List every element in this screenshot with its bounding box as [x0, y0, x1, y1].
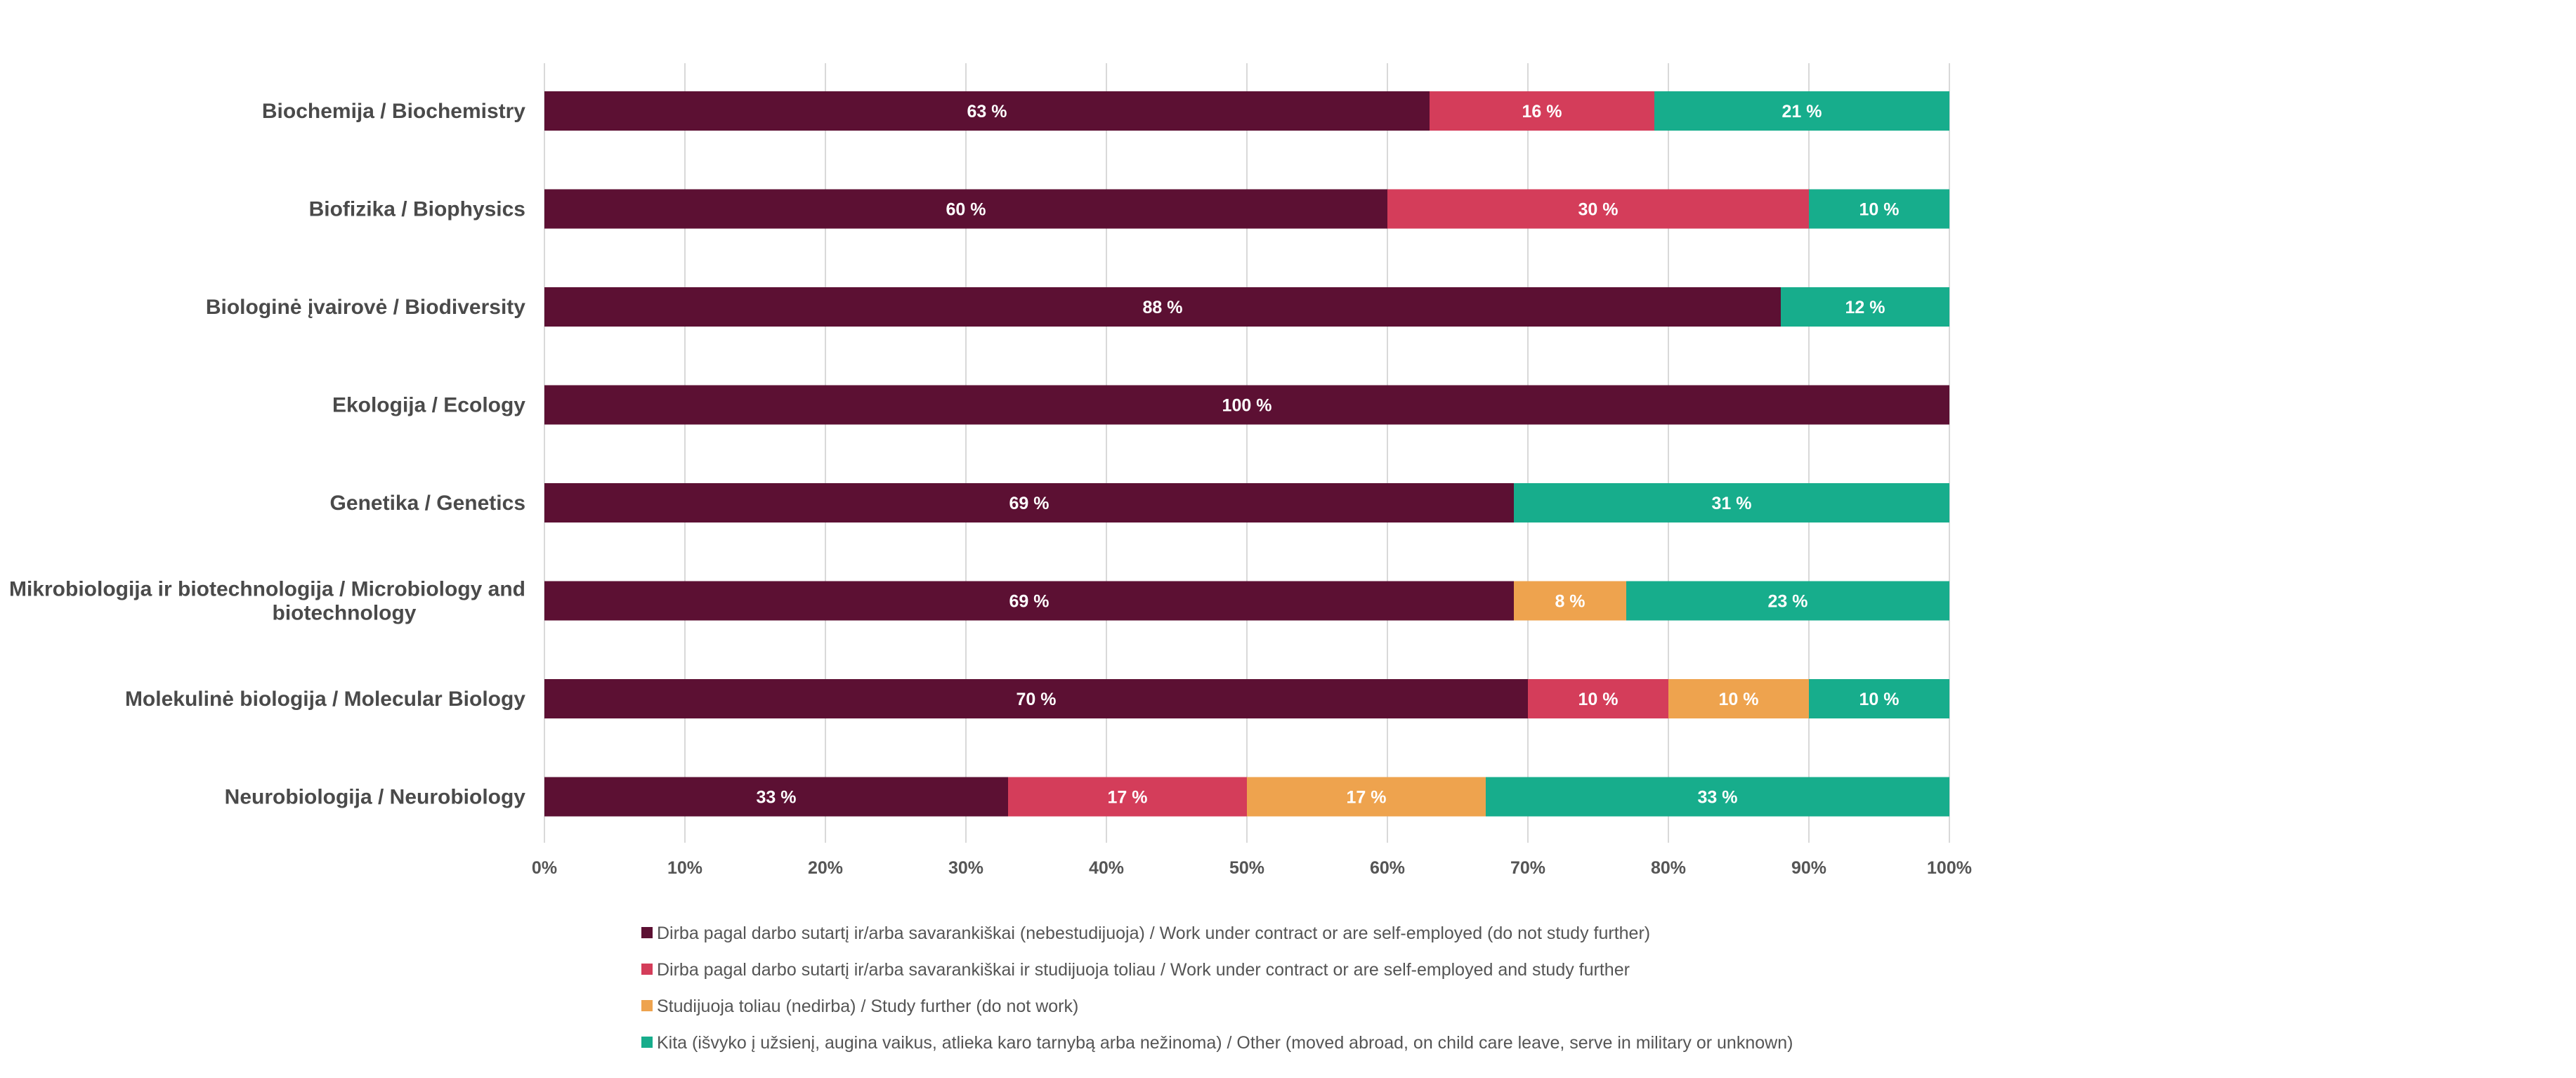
- category-label: Molekulinė biologija / Molecular Biology: [125, 688, 525, 711]
- x-tick-label: 10%: [667, 858, 702, 878]
- bar-segment: [1809, 189, 1949, 229]
- category-label-continued: biotechnology: [273, 602, 417, 625]
- data-label: 10 %: [1859, 690, 1900, 709]
- data-label: 21 %: [1782, 102, 1822, 121]
- x-tick-label: 100%: [1927, 858, 1972, 878]
- bar-segment: [544, 91, 1430, 131]
- bar-segment: [1528, 679, 1668, 718]
- bar-segment: [1781, 287, 1949, 327]
- category-label: Biochemija / Biochemistry: [262, 100, 525, 123]
- data-label: 88 %: [1143, 298, 1183, 317]
- bar-segment: [1430, 91, 1654, 131]
- legend-swatch: [641, 964, 653, 975]
- category-label: Ekologija / Ecology: [332, 394, 525, 417]
- bar-segment: [544, 679, 1528, 718]
- data-label: 23 %: [1768, 592, 1808, 612]
- x-tick-label: 20%: [808, 858, 843, 878]
- data-label: 33 %: [757, 788, 797, 808]
- bar-segment: [1008, 777, 1247, 817]
- legend-swatch: [641, 927, 653, 938]
- data-label: 33 %: [1698, 788, 1738, 808]
- bar-segment: [544, 777, 1008, 817]
- legend-label: Studijuoja toliau (nedirba) / Study furt…: [657, 997, 1078, 1016]
- x-tick-label: 90%: [1791, 858, 1826, 878]
- bar-segment: [1247, 777, 1486, 817]
- data-label: 31 %: [1712, 494, 1752, 513]
- bar-segment: [1387, 189, 1809, 229]
- bar-segment: [1668, 679, 1809, 718]
- legend-label: Dirba pagal darbo sutartį ir/arba savara…: [657, 923, 1650, 943]
- category-label: Biologinė įvairovė / Biodiversity: [206, 296, 525, 319]
- bar-segment: [1514, 581, 1626, 621]
- category-label: Neurobiologija / Neurobiology: [225, 786, 526, 809]
- legend-label: Dirba pagal darbo sutartį ir/arba savara…: [657, 960, 1630, 980]
- data-label: 10 %: [1719, 690, 1759, 709]
- category-label: Genetika / Genetics: [330, 492, 525, 515]
- bar-segment: [544, 385, 1949, 425]
- bar-segment: [544, 483, 1514, 522]
- category-label: Biofizika / Biophysics: [309, 198, 525, 221]
- bar-segment: [1626, 581, 1949, 621]
- x-tick-label: 0%: [532, 858, 557, 878]
- data-label: 30 %: [1578, 200, 1619, 220]
- data-label: 16 %: [1522, 102, 1562, 121]
- x-tick-label: 40%: [1089, 858, 1124, 878]
- x-tick-label: 30%: [948, 858, 983, 878]
- data-label: 10 %: [1578, 690, 1619, 709]
- category-label: Mikrobiologija ir biotechnologija / Micr…: [9, 578, 525, 601]
- bar-segment: [1486, 777, 1949, 817]
- x-tick-label: 80%: [1651, 858, 1686, 878]
- bar-segment: [544, 287, 1781, 327]
- data-label: 8 %: [1555, 592, 1585, 612]
- x-tick-label: 70%: [1510, 858, 1545, 878]
- x-tick-label: 60%: [1370, 858, 1405, 878]
- x-tick-label: 50%: [1229, 858, 1264, 878]
- bar-segment: [1809, 679, 1949, 718]
- legend-swatch: [641, 1037, 653, 1048]
- legend-swatch: [641, 1000, 653, 1011]
- data-label: 10 %: [1859, 200, 1900, 220]
- data-label: 70 %: [1016, 690, 1057, 709]
- legend-label: Kita (išvyko į užsienį, augina vaikus, a…: [657, 1033, 1793, 1053]
- bar-segment: [1514, 483, 1949, 522]
- data-label: 12 %: [1845, 298, 1885, 317]
- bar-segment: [1654, 91, 1949, 131]
- bar-segment: [544, 581, 1514, 621]
- data-label: 17 %: [1347, 788, 1387, 808]
- data-label: 63 %: [967, 102, 1007, 121]
- data-label: 60 %: [946, 200, 986, 220]
- data-label: 69 %: [1009, 494, 1050, 513]
- data-label: 17 %: [1108, 788, 1148, 808]
- data-label: 100 %: [1222, 396, 1272, 416]
- bar-segment: [544, 189, 1387, 229]
- data-label: 69 %: [1009, 592, 1050, 612]
